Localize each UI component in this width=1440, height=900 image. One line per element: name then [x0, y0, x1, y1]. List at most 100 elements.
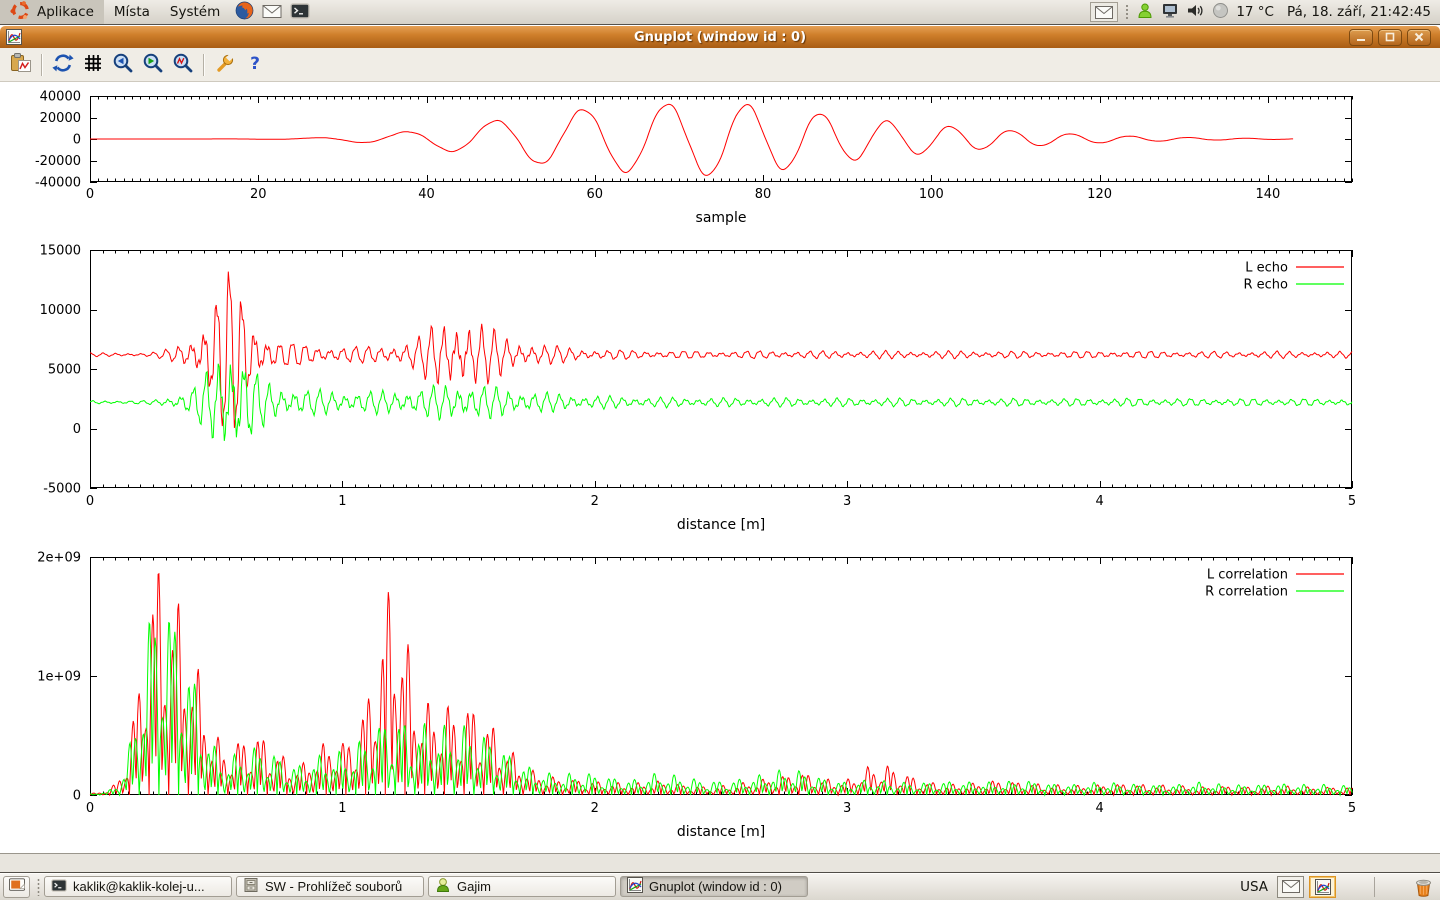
zoom-next-icon — [142, 52, 164, 77]
toolbar-separator — [203, 53, 205, 76]
svg-text:0: 0 — [73, 133, 81, 148]
series-group — [90, 103, 1294, 176]
close-button[interactable] — [1407, 28, 1431, 46]
svg-text:5: 5 — [1348, 494, 1356, 509]
svg-text:0: 0 — [73, 422, 81, 437]
svg-text:L correlation: L correlation — [1207, 568, 1288, 583]
help-button[interactable]: ? — [241, 51, 269, 79]
taskbar-handle[interactable] — [36, 877, 41, 896]
terminal-icon — [290, 2, 310, 23]
task-button-gnuplot[interactable]: Gnuplot (window id : 0) — [620, 876, 808, 897]
trash-icon[interactable] — [1412, 875, 1435, 898]
svg-text:3: 3 — [843, 494, 851, 509]
svg-text:R correlation: R correlation — [1205, 585, 1288, 600]
task-button-file-manager[interactable]: SW - Prohlížeč souborů — [236, 876, 424, 897]
svg-text:0: 0 — [86, 801, 94, 816]
zoom-next-button[interactable] — [139, 51, 167, 79]
system-menu[interactable]: Systém — [160, 0, 230, 24]
configure-button[interactable] — [211, 51, 239, 79]
svg-text:2e+09: 2e+09 — [37, 551, 81, 566]
svg-text:5: 5 — [1348, 801, 1356, 816]
firefox-icon — [234, 0, 255, 24]
gnuplot-toolbar: ? — [0, 48, 1440, 82]
svg-text:distance [m]: distance [m] — [677, 824, 765, 840]
terminal-launcher[interactable] — [287, 0, 313, 24]
plot-border — [90, 557, 1352, 795]
plot-canvas[interactable]: 0 20 40 60 80 100 120 140 40000 20000 0 -20000 -4000… — [0, 82, 1440, 853]
series-R echo — [89, 363, 1353, 441]
task-button-terminal[interactable]: kaklik@kaklik-kolej-u... — [44, 876, 232, 897]
system-tray: 17 °C Pá, 18. září, 21:42:45 — [1090, 2, 1440, 23]
ticks — [90, 250, 1353, 489]
user-switcher-icon[interactable] — [1136, 2, 1154, 23]
clock[interactable]: Pá, 18. září, 21:42:45 — [1286, 4, 1431, 20]
tray-separator — [1374, 876, 1375, 897]
mail-notification-icon[interactable] — [1277, 875, 1304, 898]
volume-icon[interactable] — [1186, 2, 1205, 23]
svg-text:40000: 40000 — [40, 90, 81, 105]
zoom-reset-icon — [172, 52, 194, 77]
svg-text:sample: sample — [696, 210, 747, 226]
gajim-icon — [435, 877, 451, 896]
plot-border — [90, 250, 1352, 488]
svg-text:2: 2 — [591, 494, 599, 509]
zoom-reset-button[interactable] — [169, 51, 197, 79]
series-line — [90, 103, 1294, 176]
plots-svg: 0 20 40 60 80 100 120 14040000200000-20000-4000… — [35, 90, 1357, 841]
applications-menu-label: Aplikace — [37, 4, 94, 20]
temperature[interactable]: 17 °C — [1236, 4, 1274, 20]
svg-text:-5000: -5000 — [43, 482, 81, 497]
grid-button[interactable] — [79, 51, 107, 79]
replot-icon — [52, 52, 74, 77]
maximize-button[interactable] — [1378, 28, 1402, 46]
svg-text:distance [m]: distance [m] — [677, 517, 765, 533]
svg-text:L echo: L echo — [1245, 261, 1288, 276]
gnuplot-tray-icon[interactable] — [1309, 875, 1336, 898]
series-L correlation — [89, 572, 1353, 797]
svg-text:4: 4 — [1095, 494, 1103, 509]
titlebar[interactable]: Gnuplot (window id : 0) — [0, 26, 1440, 48]
grid-icon — [82, 52, 104, 77]
mail-launcher[interactable] — [259, 0, 285, 24]
show-desktop-icon — [8, 877, 26, 896]
ticks — [90, 557, 1353, 796]
svg-text:20: 20 — [250, 187, 267, 202]
task-label: SW - Prohlížeč souborů — [265, 879, 403, 894]
places-menu[interactable]: Místa — [104, 0, 160, 24]
zoom-previous-icon — [112, 52, 134, 77]
places-menu-label: Místa — [113, 4, 150, 20]
firefox-launcher[interactable] — [231, 0, 257, 24]
series-L echo — [89, 271, 1353, 428]
task-button-gajim[interactable]: Gajim — [428, 876, 616, 897]
show-desktop-button[interactable] — [3, 875, 30, 898]
tray-handle[interactable] — [1125, 4, 1130, 20]
mail-icon — [262, 3, 282, 22]
svg-text:140: 140 — [1255, 187, 1280, 202]
display-icon[interactable] — [1161, 2, 1179, 23]
svg-text:120: 120 — [1087, 187, 1112, 202]
svg-text:4: 4 — [1095, 801, 1103, 816]
svg-text:15000: 15000 — [40, 244, 81, 259]
copy-button[interactable] — [7, 51, 35, 79]
task-label: kaklik@kaklik-kolej-u... — [73, 879, 205, 894]
task-label: Gajim — [457, 879, 491, 894]
series-group — [89, 572, 1353, 797]
applications-menu[interactable]: Aplikace — [0, 0, 104, 24]
weather-icon[interactable] — [1212, 2, 1229, 23]
svg-text:-40000: -40000 — [35, 176, 81, 191]
taskbar: kaklik@kaklik-kolej-u... SW - Prohlížeč … — [0, 872, 1440, 900]
svg-text:100: 100 — [919, 187, 944, 202]
copy-icon — [9, 52, 33, 77]
task-label: Gnuplot (window id : 0) — [649, 879, 782, 894]
mail-notification-icon[interactable] — [1090, 2, 1119, 22]
series-R correlation — [90, 621, 1353, 797]
svg-text:-20000: -20000 — [35, 154, 81, 169]
svg-text:2: 2 — [591, 801, 599, 816]
minimize-button[interactable] — [1349, 28, 1373, 46]
file-manager-icon — [243, 877, 259, 896]
plot-2: 0 1 2 3 4 5 15000 10000 5000 0 -5000 distance [m] L … — [40, 244, 1357, 534]
keyboard-layout-indicator[interactable]: USA — [1240, 878, 1268, 895]
help-icon: ? — [244, 52, 266, 77]
replot-button[interactable] — [49, 51, 77, 79]
zoom-previous-button[interactable] — [109, 51, 137, 79]
